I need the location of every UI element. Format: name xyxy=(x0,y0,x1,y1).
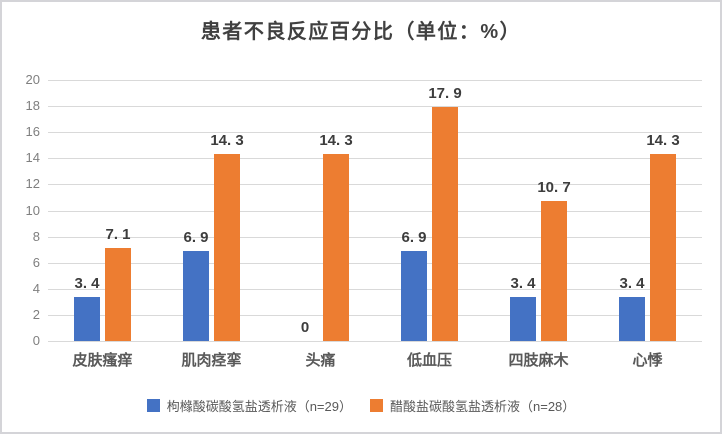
legend-label: 醋酸盐碳酸氢盐透析液（n=28） xyxy=(390,399,576,414)
category-label: 低血压 xyxy=(406,352,452,369)
legend-swatch-icon xyxy=(370,399,383,412)
y-axis-tick-label: 14 xyxy=(25,150,40,166)
category-label: 四肢麻木 xyxy=(508,352,569,369)
legend-label: 枸橼酸碳酸氢盐透析液（n=29） xyxy=(166,399,352,414)
bar-series2 xyxy=(323,154,349,341)
bar-series1 xyxy=(401,250,427,341)
bar-series1 xyxy=(74,296,100,341)
bar-series2 xyxy=(432,107,458,341)
gridline xyxy=(48,132,702,134)
gridline xyxy=(48,341,702,342)
bar-value-label: 14. 3 xyxy=(210,132,244,150)
bar-series2 xyxy=(105,248,131,341)
y-axis-tick-label: 12 xyxy=(25,176,40,192)
bar-series2 xyxy=(541,201,567,341)
bar-value-label: 14. 3 xyxy=(646,132,680,150)
category-label: 头痛 xyxy=(305,352,336,369)
bar-value-label: 0 xyxy=(300,319,310,336)
category-label: 肌肉痉挛 xyxy=(181,352,242,369)
bar-value-label: 3. 4 xyxy=(74,274,100,292)
legend-item: 醋酸盐碳酸氢盐透析液（n=28） xyxy=(370,396,575,415)
gridline xyxy=(48,210,702,212)
y-axis-tick-label: 6 xyxy=(32,254,40,270)
bar-value-label: 7. 1 xyxy=(105,226,131,244)
bar-series1 xyxy=(510,296,536,341)
y-axis-tick-label: 16 xyxy=(25,124,40,140)
gridline xyxy=(48,236,702,238)
gridline xyxy=(48,184,702,186)
legend: 枸橼酸碳酸氢盐透析液（n=29） 醋酸盐碳酸氢盐透析液（n=28） xyxy=(2,396,720,415)
bar-value-label: 10. 7 xyxy=(537,179,571,197)
bar-value-label: 3. 4 xyxy=(510,274,536,292)
y-axis-tick-label: 0 xyxy=(32,333,40,348)
plot-area: 3. 4 6. 9 0 6. 9 3. 4 3. 4 7. 1 14. 3 14. 3 17. 9… xyxy=(48,80,702,342)
bar-series2 xyxy=(214,154,240,341)
bar-series2 xyxy=(650,154,676,341)
y-axis-tick-label: 4 xyxy=(32,280,40,296)
y-axis-tick-label: 20 xyxy=(25,72,40,87)
bar-value-label: 17. 9 xyxy=(428,85,462,103)
bar-value-label: 14. 3 xyxy=(319,132,353,150)
gridline xyxy=(48,106,702,108)
chart-title: 患者不良反应百分比（单位：%） xyxy=(200,21,522,43)
bar-value-label: 6. 9 xyxy=(183,228,209,246)
legend-swatch-icon xyxy=(146,399,160,412)
y-axis-tick-label: 2 xyxy=(32,306,40,322)
y-axis-tick-label: 18 xyxy=(25,98,40,114)
gridline xyxy=(48,314,702,316)
bar-value-label: 6. 9 xyxy=(401,228,427,246)
bar-value-label: 3. 4 xyxy=(619,274,645,292)
bar-series1 xyxy=(619,296,645,341)
gridline xyxy=(48,262,702,264)
y-axis-tick-label: 10 xyxy=(25,202,40,218)
y-axis-tick-label: 8 xyxy=(32,228,40,244)
legend-item: 枸橼酸碳酸氢盐透析液（n=29） xyxy=(146,396,352,415)
gridline xyxy=(48,158,702,160)
bar-series1 xyxy=(183,250,209,341)
category-label: 心悸 xyxy=(632,352,663,369)
gridline xyxy=(48,288,702,290)
category-label: 皮肤瘙痒 xyxy=(72,352,133,369)
gridline xyxy=(48,80,702,81)
